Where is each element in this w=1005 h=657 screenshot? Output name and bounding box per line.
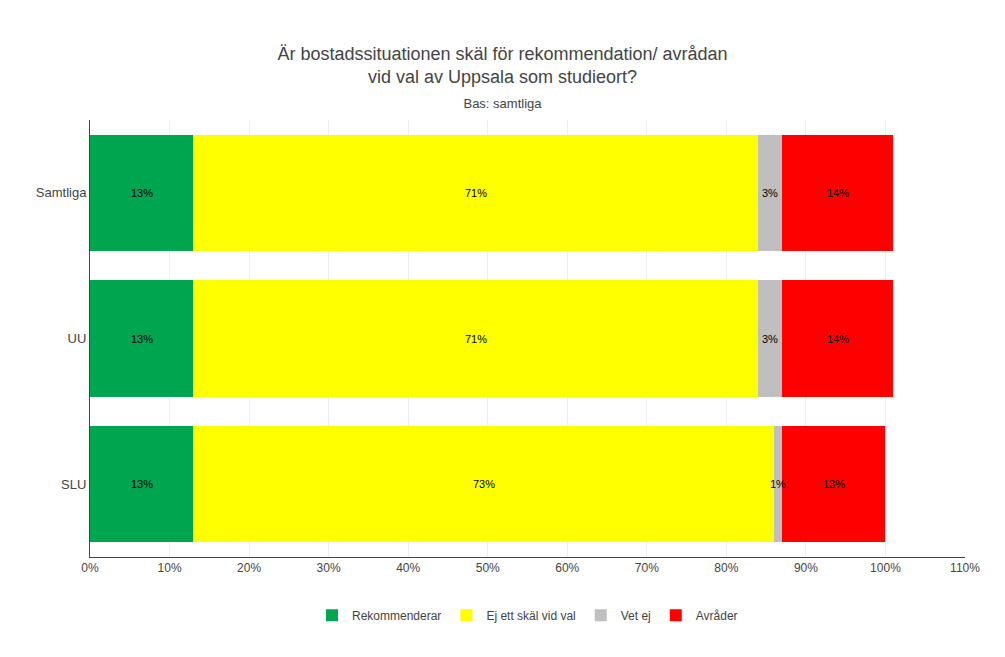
svg-text:0%: 0% — [81, 561, 99, 575]
svg-text:100%: 100% — [870, 561, 901, 575]
svg-text:Bas: samtliga: Bas: samtliga — [463, 96, 542, 111]
svg-text:3%: 3% — [762, 333, 778, 345]
svg-text:3%: 3% — [762, 187, 778, 199]
svg-text:90%: 90% — [794, 561, 818, 575]
svg-text:Ej ett skäl vid val: Ej ett skäl vid val — [486, 609, 575, 623]
svg-text:10%: 10% — [158, 561, 182, 575]
svg-text:70%: 70% — [635, 561, 659, 575]
svg-text:14%: 14% — [827, 187, 849, 199]
svg-text:50%: 50% — [476, 561, 500, 575]
svg-text:13%: 13% — [131, 333, 153, 345]
svg-text:71%: 71% — [465, 333, 487, 345]
svg-text:80%: 80% — [714, 561, 738, 575]
svg-text:30%: 30% — [317, 561, 341, 575]
svg-text:20%: 20% — [237, 561, 261, 575]
svg-text:Vet ej: Vet ej — [621, 609, 651, 623]
svg-text:60%: 60% — [555, 561, 579, 575]
svg-text:13%: 13% — [823, 478, 845, 490]
svg-text:Avråder: Avråder — [696, 609, 738, 623]
svg-text:13%: 13% — [131, 478, 153, 490]
svg-text:14%: 14% — [827, 333, 849, 345]
svg-text:UU: UU — [68, 331, 87, 346]
svg-text:SLU: SLU — [61, 477, 86, 492]
svg-text:40%: 40% — [396, 561, 420, 575]
svg-text:13%: 13% — [131, 187, 153, 199]
svg-text:1%: 1% — [770, 478, 786, 490]
svg-text:Samtliga: Samtliga — [36, 185, 87, 200]
svg-text:73%: 73% — [473, 478, 495, 490]
svg-text:Rekommenderar: Rekommenderar — [352, 609, 441, 623]
svg-text:110%: 110% — [950, 561, 980, 575]
svg-text:Är bostadssituationen skäl för: Är bostadssituationen skäl för rekommend… — [277, 44, 727, 87]
svg-text:71%: 71% — [465, 187, 487, 199]
